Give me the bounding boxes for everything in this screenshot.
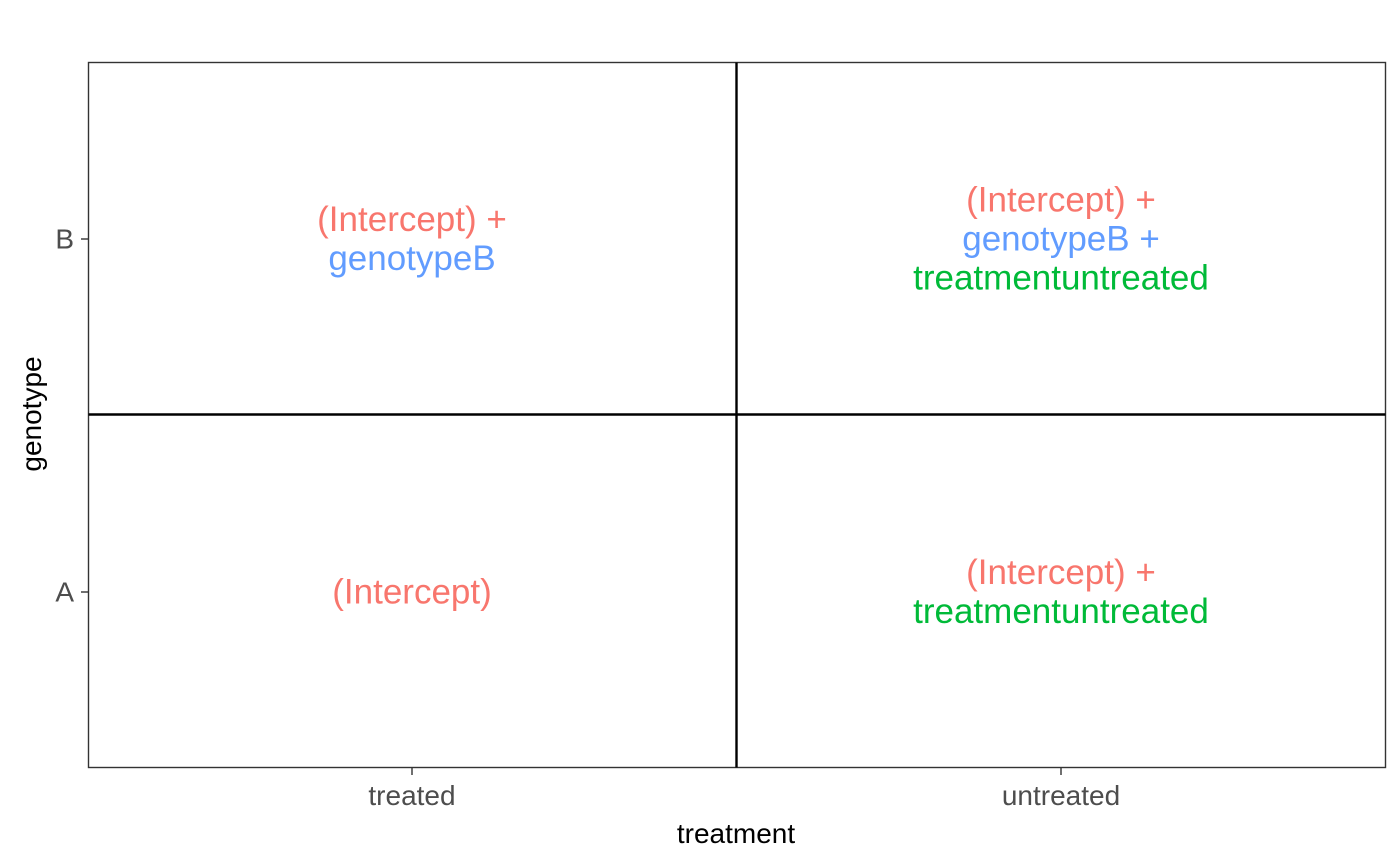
x-axis-title: treatment [677,818,795,849]
x-tick-label-treated: treated [368,780,455,811]
cell-term-treatment: treatmentuntreated [913,592,1209,631]
cell-term-intercept: (Intercept) + [966,181,1156,220]
cell-a-treated: (Intercept) [332,573,492,612]
y-tick-label-b: B [55,224,74,255]
cell-term-genotype: genotypeB + [962,220,1160,259]
cell-b-treated: (Intercept) +genotypeB [317,200,507,278]
cell-term-genotype: genotypeB [328,239,495,278]
x-tick-label-untreated: untreated [1002,780,1120,811]
y-tick-label-a: A [55,577,74,608]
cell-b-untreated: (Intercept) +genotypeB +treatmentuntreat… [913,181,1209,298]
cell-term-intercept: (Intercept) + [317,200,507,239]
cell-term-intercept: (Intercept) [332,573,492,612]
cell-a-untreated: (Intercept) +treatmentuntreated [913,553,1209,631]
cell-term-intercept: (Intercept) + [966,553,1156,592]
y-axis-title: genotype [16,356,47,471]
cell-term-treatment: treatmentuntreated [913,259,1209,298]
